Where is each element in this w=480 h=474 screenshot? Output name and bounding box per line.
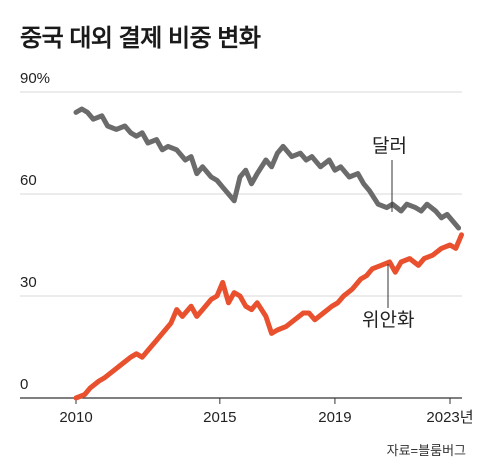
- x-axis: 2010 2015 2019 2023년: [59, 398, 474, 426]
- series-lines: [73, 106, 464, 401]
- x-tick-label: 2010: [59, 409, 92, 426]
- y-tick-label: 30: [20, 274, 37, 291]
- chart-title: 중국 대외 결제 비중 변화: [20, 25, 261, 52]
- y-axis-ticks: 0 30 60 90%: [20, 70, 50, 393]
- y-tick-label: 60: [20, 172, 37, 189]
- x-tick-label: 2023년: [426, 409, 473, 426]
- x-tick-label: 2019: [318, 409, 351, 426]
- yuan-series-line: [73, 232, 464, 401]
- dollar-series-label: 달러: [372, 135, 407, 157]
- y-tick-label: 90%: [20, 70, 50, 87]
- source-note: 자료=블룸버그: [386, 443, 466, 458]
- dollar-series-line: [73, 106, 462, 231]
- y-tick-label: 0: [20, 376, 28, 393]
- yuan-series-label: 위안화: [362, 309, 414, 331]
- x-tick-label: 2015: [203, 409, 236, 426]
